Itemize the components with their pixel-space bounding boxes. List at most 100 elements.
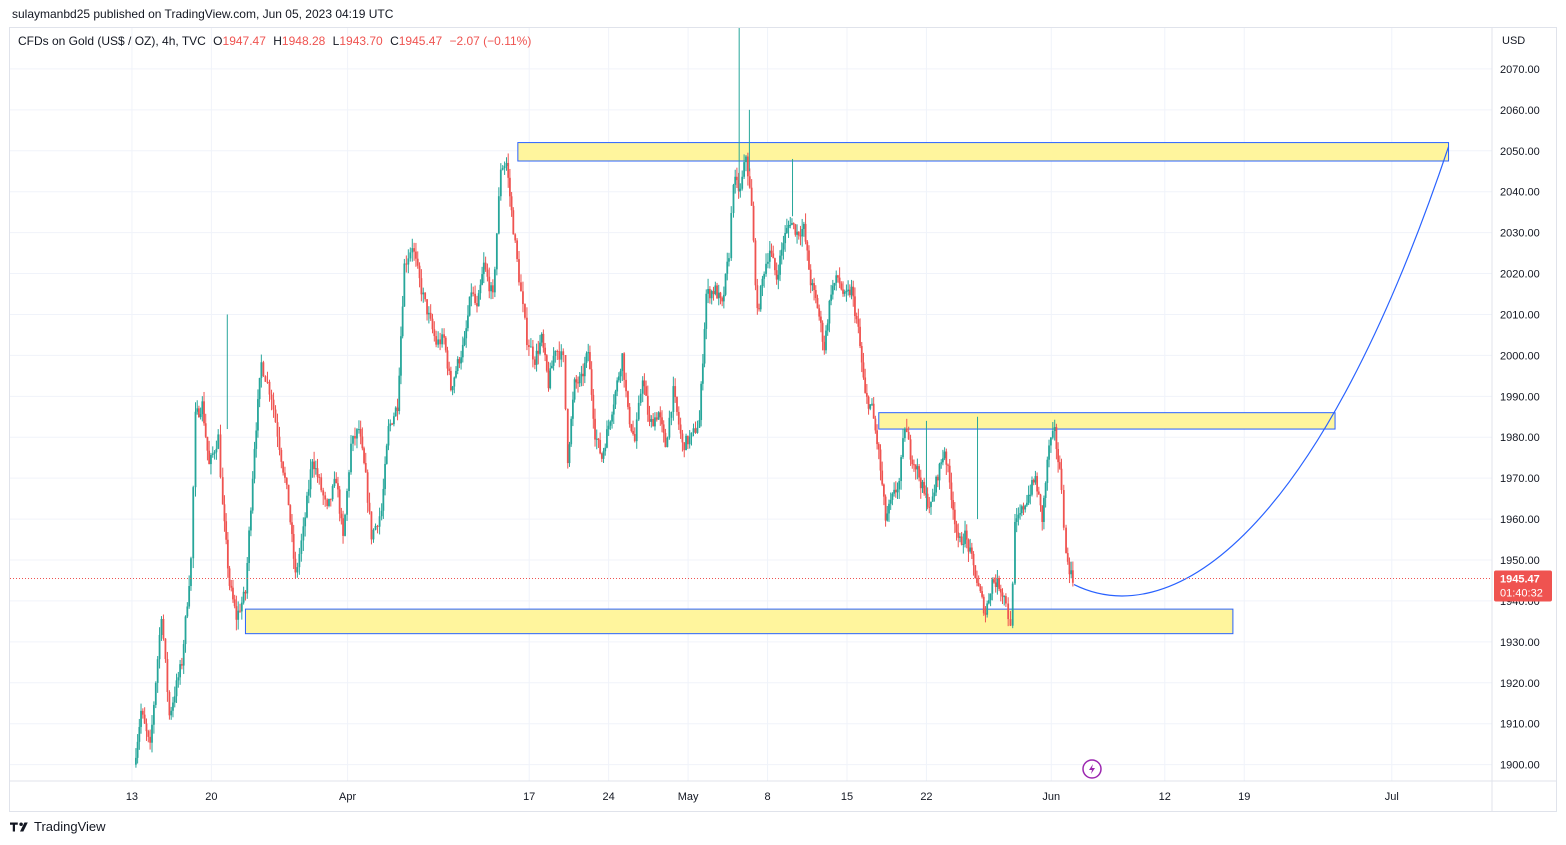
- candle-body: [210, 454, 212, 465]
- candle-body: [914, 464, 917, 470]
- symbol-name: CFDs on Gold (US$ / OZ), 4h, TVC: [18, 34, 206, 48]
- candle-body: [881, 470, 884, 485]
- candle-body: [1046, 459, 1049, 483]
- candle-body: [979, 586, 982, 592]
- candle-body: [232, 587, 234, 600]
- high-label: H: [273, 34, 282, 48]
- candle-body: [147, 731, 150, 737]
- candle-body: [630, 424, 633, 431]
- candle-body: [585, 353, 588, 363]
- candle-body: [938, 463, 941, 481]
- candle-body: [1007, 603, 1010, 620]
- candle-body: [393, 416, 395, 425]
- candle-body: [635, 419, 638, 442]
- candle-body: [257, 399, 259, 431]
- candle-body: [696, 427, 699, 433]
- candle-body: [661, 417, 663, 425]
- candle-body: [1060, 468, 1063, 491]
- candle-body: [616, 380, 619, 392]
- candle-body: [356, 429, 358, 439]
- candle-body: [348, 472, 350, 492]
- candle-body: [1050, 437, 1052, 446]
- candle-body: [923, 481, 926, 494]
- candle-body: [685, 435, 687, 451]
- candle-body: [903, 428, 906, 439]
- candle-body: [734, 176, 737, 185]
- candle-body: [816, 297, 819, 309]
- candle-body: [152, 704, 155, 725]
- candle-body: [907, 431, 910, 440]
- candle-body: [374, 525, 377, 530]
- candle-body: [604, 447, 607, 452]
- candle-body: [1057, 449, 1060, 463]
- y-tick-label: 1910.00: [1500, 719, 1540, 731]
- candle-body: [535, 350, 538, 365]
- candle-body: [314, 468, 317, 470]
- candle-body: [1005, 596, 1007, 604]
- candle-body: [562, 351, 565, 356]
- candle-body: [409, 252, 412, 259]
- candle-body: [728, 258, 730, 262]
- candle-body: [292, 533, 295, 559]
- candle-body: [382, 488, 385, 511]
- candle-body: [175, 680, 178, 697]
- candle-body: [599, 439, 602, 454]
- candle-body: [400, 336, 402, 376]
- candle-body: [1071, 570, 1074, 583]
- candle-body: [472, 292, 475, 294]
- candle-body: [335, 478, 338, 484]
- candle-body: [859, 326, 861, 346]
- x-tick-label: 19: [1238, 791, 1250, 803]
- candle-body: [162, 618, 165, 639]
- candle-body: [514, 234, 517, 241]
- candle-body: [931, 496, 934, 502]
- candle-body: [149, 736, 152, 743]
- candle-body: [743, 162, 745, 177]
- candle-body: [203, 401, 205, 424]
- candle-body: [639, 393, 642, 403]
- candle-body: [679, 424, 682, 434]
- candle-body: [364, 463, 367, 473]
- candle-body: [993, 579, 995, 583]
- candle-body: [935, 476, 937, 493]
- candle-body: [1025, 502, 1028, 506]
- projection-curve: [1073, 146, 1450, 597]
- candle-body: [266, 381, 269, 383]
- candle-body: [819, 316, 822, 323]
- candle-body: [811, 283, 814, 286]
- candle-body: [826, 323, 829, 331]
- candle-body: [287, 484, 290, 506]
- candle-body: [758, 308, 760, 310]
- candle-body: [918, 466, 920, 478]
- candle-body: [378, 516, 381, 527]
- candle-body: [530, 346, 532, 348]
- candle-body: [361, 436, 364, 449]
- candle-body: [942, 458, 944, 463]
- candle-body: [235, 606, 238, 620]
- candle-body: [258, 378, 261, 400]
- high-value: 1948.28: [281, 34, 326, 48]
- candle-body: [916, 466, 919, 470]
- candle-body: [476, 303, 478, 307]
- candle-body: [426, 299, 428, 315]
- candle-body: [491, 285, 494, 293]
- y-tick-label: 2070.00: [1500, 64, 1540, 76]
- candle-body: [1014, 521, 1016, 584]
- candle-body: [943, 451, 946, 459]
- x-tick-label: Jul: [1385, 791, 1399, 803]
- chart-frame: [9, 27, 1557, 812]
- open-label: O: [213, 34, 223, 48]
- candle-body: [898, 481, 901, 490]
- candle-body: [1048, 445, 1050, 460]
- candle-body: [1022, 506, 1025, 510]
- candle-body: [850, 286, 853, 296]
- candle-body: [468, 296, 471, 316]
- candle-body: [911, 459, 914, 465]
- candle-body: [998, 577, 1000, 589]
- candle-body: [602, 451, 605, 459]
- candle-body: [544, 347, 546, 356]
- candle-body: [785, 227, 788, 233]
- candle-body: [852, 286, 855, 297]
- candle-body: [840, 283, 843, 290]
